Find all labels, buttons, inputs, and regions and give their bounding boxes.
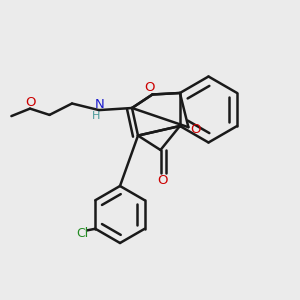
Text: O: O — [191, 123, 201, 136]
Text: O: O — [157, 173, 167, 187]
Text: Cl: Cl — [76, 227, 88, 240]
Text: O: O — [144, 81, 155, 94]
Text: H: H — [92, 111, 100, 121]
Text: O: O — [25, 95, 36, 109]
Text: N: N — [95, 98, 104, 111]
